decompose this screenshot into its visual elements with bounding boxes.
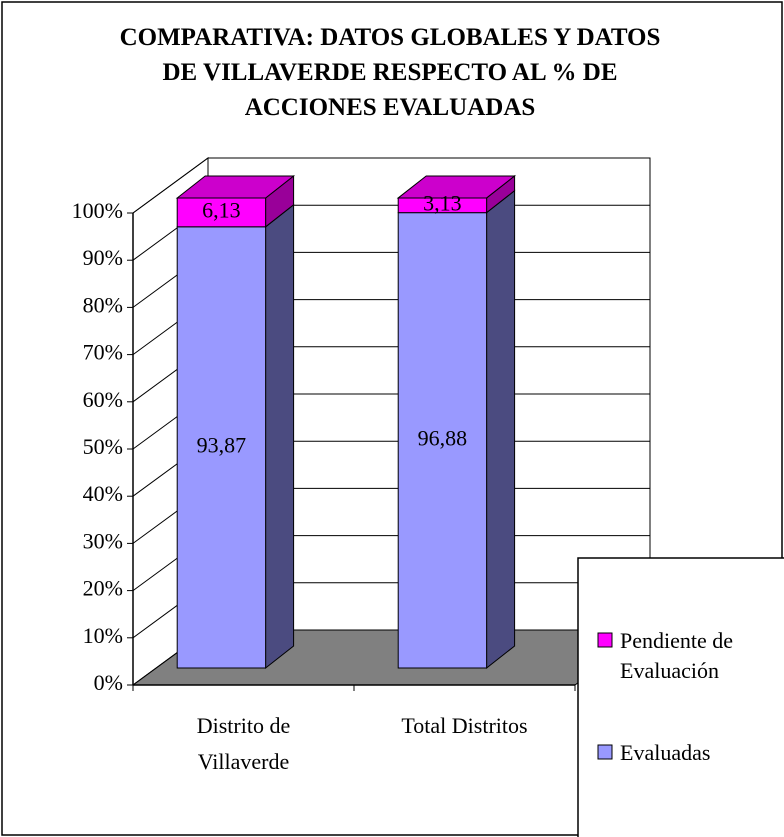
legend-label: Evaluadas	[620, 740, 711, 765]
legend-swatch	[597, 744, 613, 760]
bar-top	[396, 175, 517, 199]
bar	[397, 212, 488, 669]
legend-swatch	[597, 632, 613, 648]
bar-side	[265, 203, 295, 670]
legend-box	[577, 557, 784, 837]
y-tick-label: 0%	[94, 670, 123, 695]
bar-top	[175, 175, 296, 199]
x-tick-label: Total Distritos	[401, 713, 528, 738]
chart-title: COMPARATIVA: DATOS GLOBALES Y DATOS DE V…	[119, 24, 661, 121]
y-tick-label: 60%	[83, 387, 123, 412]
data-label: 96,88	[418, 425, 468, 450]
x-tick-label: Distrito de Villaverde	[196, 713, 291, 774]
grid-line	[132, 157, 650, 214]
y-tick-label: 50%	[83, 434, 123, 459]
data-label: 3,13	[423, 190, 462, 215]
legend-label: Pendiente de Evaluación	[620, 628, 734, 683]
y-tick-label: 100%	[72, 198, 123, 223]
y-tick-label: 20%	[83, 576, 123, 601]
y-tick-label: 40%	[83, 481, 123, 506]
y-tick-label: 90%	[83, 245, 123, 270]
bar-side	[486, 189, 516, 670]
data-label: 6,13	[202, 197, 241, 222]
y-tick-label: 70%	[83, 340, 123, 365]
y-tick-label: 30%	[83, 528, 123, 553]
data-label: 93,87	[197, 432, 247, 457]
bar	[176, 197, 267, 228]
y-tick-label: 10%	[83, 623, 123, 648]
y-tick-label: 80%	[83, 292, 123, 317]
bar	[176, 226, 267, 669]
